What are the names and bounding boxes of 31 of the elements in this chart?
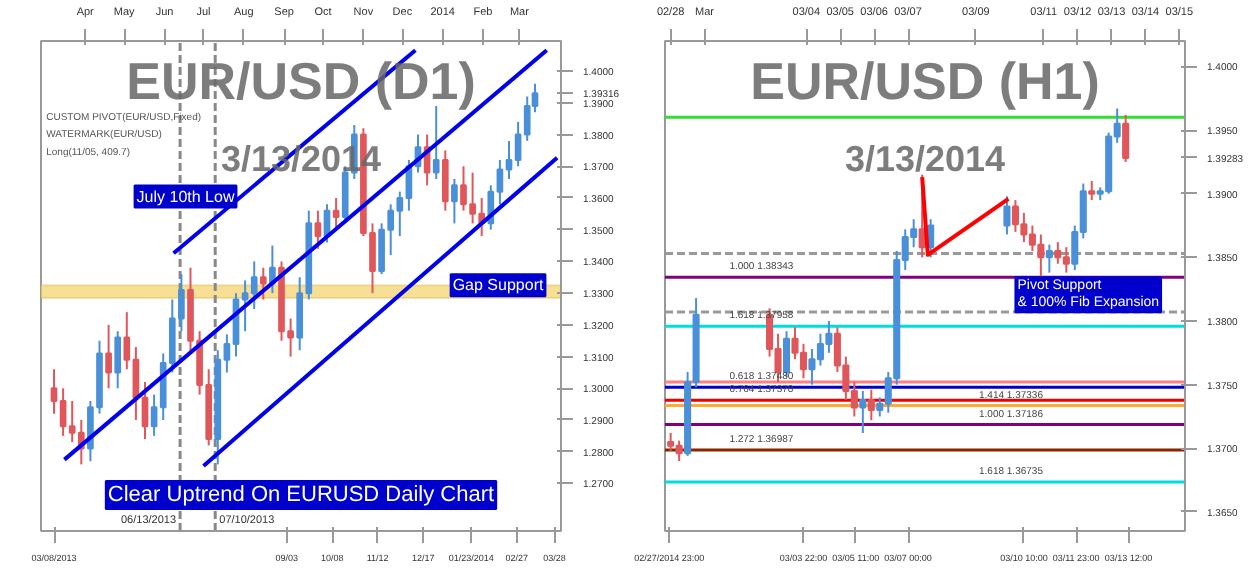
candlestick [825, 320, 833, 354]
chart-title: EUR/USD (H1) [750, 50, 1100, 111]
candlestick [1062, 246, 1070, 274]
chart-title: EUR/USD (D1) [126, 50, 476, 111]
candlestick [314, 209, 322, 250]
candlestick [799, 342, 808, 380]
candlestick [1088, 180, 1096, 202]
candlestick [675, 439, 683, 462]
candlestick [1054, 241, 1062, 265]
candlestick [141, 380, 149, 441]
candlestick [441, 149, 449, 212]
candlestick [250, 260, 258, 310]
candlestick [1045, 243, 1053, 274]
text: 3/13/2014 [844, 139, 1006, 179]
candlestick [451, 177, 458, 225]
candlestick [259, 266, 267, 301]
candlestick [1011, 199, 1019, 233]
candlestick [1037, 233, 1045, 279]
candlestick [1003, 195, 1011, 236]
candlestick [859, 390, 867, 434]
annotation: July 10th Low [136, 187, 235, 206]
candlestick [1122, 113, 1130, 163]
candlestick [1028, 224, 1036, 252]
candlestick [114, 330, 122, 390]
candlestick [816, 332, 824, 367]
band-label: Gap Support [452, 276, 545, 295]
annotation: Clear Uptrend On EURUSD Daily Chart [107, 482, 495, 507]
candlestick [1020, 211, 1028, 244]
candlestick [332, 196, 340, 231]
candlestick [867, 388, 875, 422]
candlestick [105, 323, 112, 390]
